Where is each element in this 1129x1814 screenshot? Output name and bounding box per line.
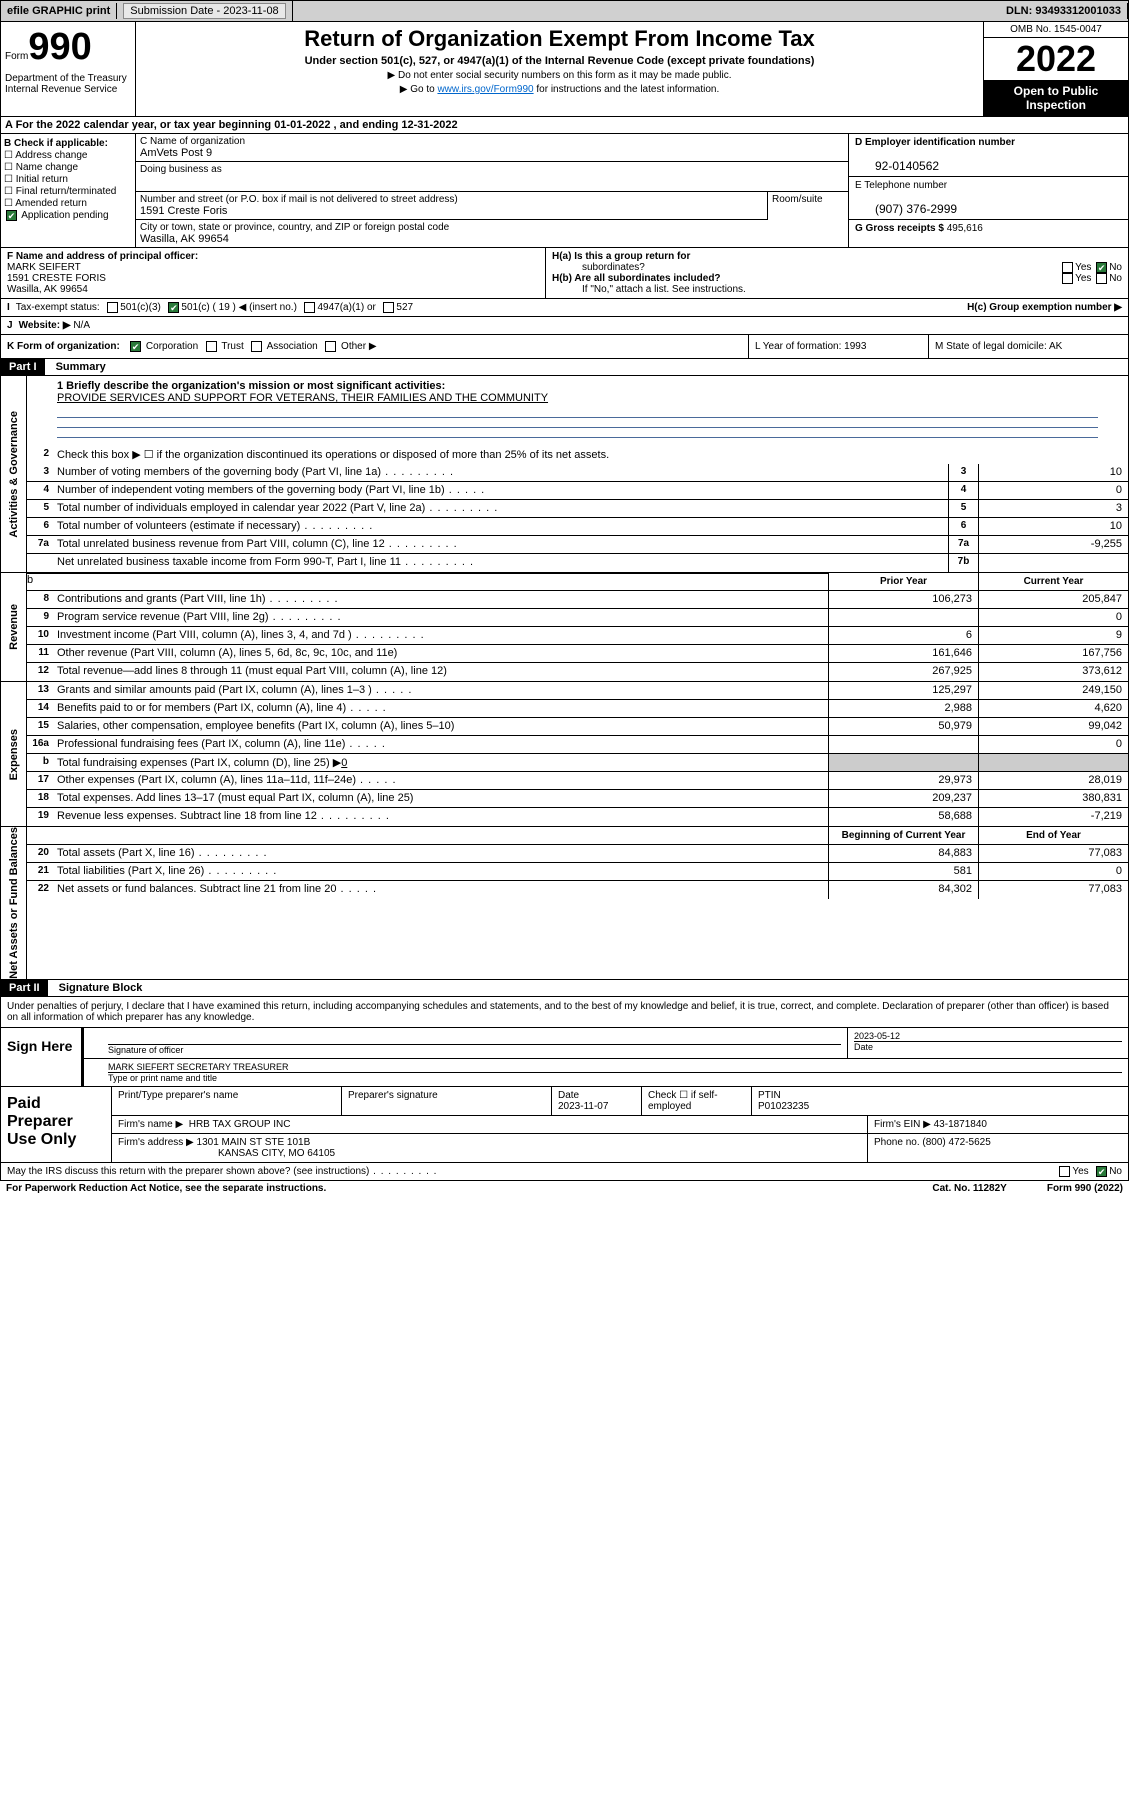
activities-section: Activities & Governance 1 Briefly descri… (0, 376, 1129, 573)
expenses-section: Expenses 13Grants and similar amounts pa… (0, 682, 1129, 827)
netassets-section: Net Assets or Fund Balances Beginning of… (0, 827, 1129, 980)
year-cell: OMB No. 1545-0047 2022 Open to PublicIns… (983, 22, 1128, 116)
sidebar-netassets: Net Assets or Fund Balances (8, 827, 20, 979)
instr-2: ▶ Go to www.irs.gov/Form990 for instruct… (140, 84, 979, 95)
officer-block: F Name and address of principal officer:… (0, 248, 1129, 299)
submission-date: Submission Date - 2023-11-08 (117, 1, 292, 21)
revenue-section: Revenue bPrior YearCurrent Year 8Contrib… (0, 573, 1129, 682)
sign-here-block: Sign Here Signature of officer 2023-05-1… (0, 1028, 1129, 1087)
org-name-row: C Name of organization AmVets Post 9 (136, 134, 848, 162)
sidebar-revenue: Revenue (8, 604, 20, 650)
right-col: D Employer identification number 92-0140… (848, 134, 1128, 247)
mission-line: 1 Briefly describe the organization's mi… (27, 376, 1128, 408)
main-title: Return of Organization Exempt From Incom… (140, 26, 979, 52)
arrow-icon (82, 1028, 102, 1058)
sign-here-label: Sign Here (1, 1028, 81, 1086)
row-i: I Tax-exempt status: 501(c)(3) ✔ 501(c) … (0, 299, 1129, 317)
check-col-b: B Check if applicable: ☐ Address change … (1, 134, 136, 247)
top-bar: efile GRAPHIC print Submission Date - 20… (0, 0, 1129, 22)
tax-year: 2022 (984, 38, 1128, 80)
footer: For Paperwork Reduction Act Notice, see … (0, 1181, 1129, 1196)
name-col: C Name of organization AmVets Post 9 Doi… (136, 134, 848, 247)
efile-label: efile GRAPHIC print (1, 3, 117, 19)
dln: DLN: 93493312001033 (1000, 3, 1128, 19)
part2-header: Part II Signature Block (0, 980, 1129, 997)
ein-row: D Employer identification number 92-0140… (849, 134, 1128, 177)
title-cell: Return of Organization Exempt From Incom… (136, 22, 983, 116)
paid-preparer-block: Paid Preparer Use Only Print/Type prepar… (0, 1087, 1129, 1163)
officer-f: F Name and address of principal officer:… (1, 248, 546, 298)
paid-label: Paid Preparer Use Only (1, 1087, 111, 1162)
omb: OMB No. 1545-0047 (984, 22, 1128, 38)
sidebar-activities: Activities & Governance (8, 411, 20, 538)
gross-row: G Gross receipts $ 495,616 (849, 220, 1128, 237)
form-number-cell: Form990 Department of the Treasury Inter… (1, 22, 136, 116)
city-row: City or town, state or province, country… (136, 220, 848, 247)
l-year: L Year of formation: 1993 (748, 335, 928, 358)
k-form-org: K Form of organization: ✔ Corporation Tr… (1, 335, 748, 358)
subtitle: Under section 501(c), 527, or 4947(a)(1)… (140, 55, 979, 67)
discuss-row: May the IRS discuss this return with the… (0, 1163, 1129, 1181)
inspection-badge: Open to PublicInspection (984, 80, 1128, 116)
sidebar-expenses: Expenses (8, 729, 20, 780)
street-row: Number and street (or P.O. box if mail i… (136, 192, 848, 220)
phone-row: E Telephone number (907) 376-2999 (849, 177, 1128, 220)
dept: Department of the Treasury Internal Reve… (5, 69, 140, 95)
entity-block: B Check if applicable: ☐ Address change … (0, 134, 1129, 248)
app-pending-check: ✔ (6, 210, 17, 221)
form-header: Form990 Department of the Treasury Inter… (0, 22, 1129, 117)
row-klm: K Form of organization: ✔ Corporation Tr… (0, 335, 1129, 359)
part1-header: Part I Summary (0, 359, 1129, 376)
instr-1: ▶ Do not enter social security numbers o… (140, 70, 979, 81)
row-j: J Website: ▶ N/A (0, 317, 1129, 335)
irs-link[interactable]: www.irs.gov/Form990 (437, 84, 533, 95)
sig-declaration: Under penalties of perjury, I declare th… (0, 997, 1129, 1028)
m-state: M State of legal domicile: AK (928, 335, 1128, 358)
h-section: H(a) Is this a group return for subordin… (546, 248, 1128, 298)
dba-row: Doing business as (136, 162, 848, 192)
period-row: A For the 2022 calendar year, or tax yea… (0, 117, 1129, 134)
